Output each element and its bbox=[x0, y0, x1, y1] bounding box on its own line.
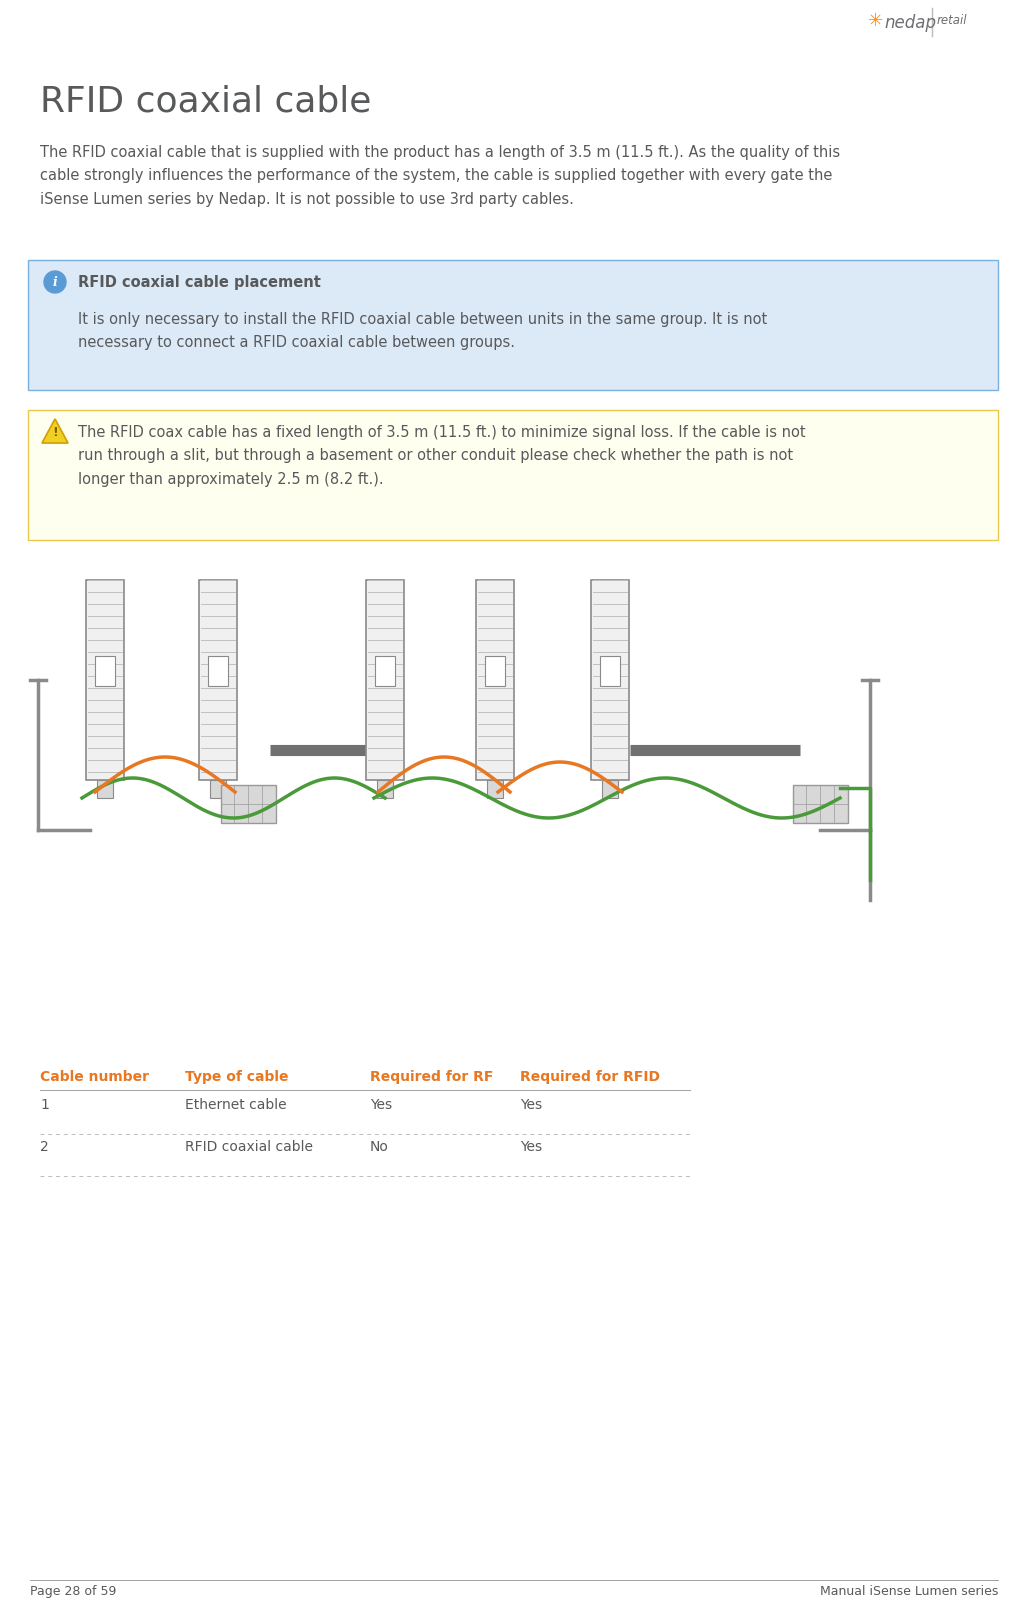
Bar bbox=[95, 656, 115, 686]
FancyBboxPatch shape bbox=[28, 410, 998, 540]
Text: Type of cable: Type of cable bbox=[185, 1069, 289, 1084]
Circle shape bbox=[44, 271, 66, 293]
Bar bbox=[86, 580, 124, 781]
Bar bbox=[591, 580, 629, 781]
Text: ✳: ✳ bbox=[868, 11, 883, 30]
Text: The RFID coax cable has a fixed length of 3.5 m (11.5 ft.) to minimize signal lo: The RFID coax cable has a fixed length o… bbox=[78, 425, 806, 487]
Text: Required for RFID: Required for RFID bbox=[520, 1069, 660, 1084]
Bar bbox=[484, 656, 506, 686]
Text: Manual iSense Lumen series: Manual iSense Lumen series bbox=[819, 1585, 998, 1598]
Bar bbox=[97, 781, 113, 798]
Bar bbox=[208, 656, 228, 686]
Text: The RFID coaxial cable that is supplied with the product has a length of 3.5 m (: The RFID coaxial cable that is supplied … bbox=[40, 144, 840, 207]
Text: Cable number: Cable number bbox=[40, 1069, 149, 1084]
Text: Yes: Yes bbox=[520, 1140, 542, 1154]
Bar bbox=[476, 580, 514, 781]
Bar bbox=[793, 785, 847, 822]
Text: nedap: nedap bbox=[884, 14, 937, 32]
Bar bbox=[199, 580, 237, 781]
Text: i: i bbox=[52, 276, 58, 289]
Text: Yes: Yes bbox=[370, 1098, 392, 1112]
Text: RFID coaxial cable: RFID coaxial cable bbox=[185, 1140, 313, 1154]
Text: RFID coaxial cable placement: RFID coaxial cable placement bbox=[78, 276, 321, 290]
Bar bbox=[487, 781, 503, 798]
Bar bbox=[374, 656, 396, 686]
Text: 1: 1 bbox=[40, 1098, 49, 1112]
Bar bbox=[220, 785, 276, 822]
FancyBboxPatch shape bbox=[28, 260, 998, 390]
Bar bbox=[602, 781, 618, 798]
Text: Yes: Yes bbox=[520, 1098, 542, 1112]
Text: retail: retail bbox=[937, 14, 967, 27]
Bar bbox=[377, 781, 393, 798]
Bar bbox=[599, 656, 621, 686]
Bar bbox=[366, 580, 404, 781]
Text: Page 28 of 59: Page 28 of 59 bbox=[30, 1585, 116, 1598]
Text: Required for RF: Required for RF bbox=[370, 1069, 493, 1084]
Polygon shape bbox=[42, 418, 68, 442]
Text: !: ! bbox=[52, 426, 58, 439]
Text: 2: 2 bbox=[40, 1140, 48, 1154]
Text: RFID coaxial cable: RFID coaxial cable bbox=[40, 85, 371, 119]
Text: No: No bbox=[370, 1140, 389, 1154]
Bar bbox=[210, 781, 226, 798]
Text: It is only necessary to install the RFID coaxial cable between units in the same: It is only necessary to install the RFID… bbox=[78, 313, 767, 351]
Text: Ethernet cable: Ethernet cable bbox=[185, 1098, 287, 1112]
